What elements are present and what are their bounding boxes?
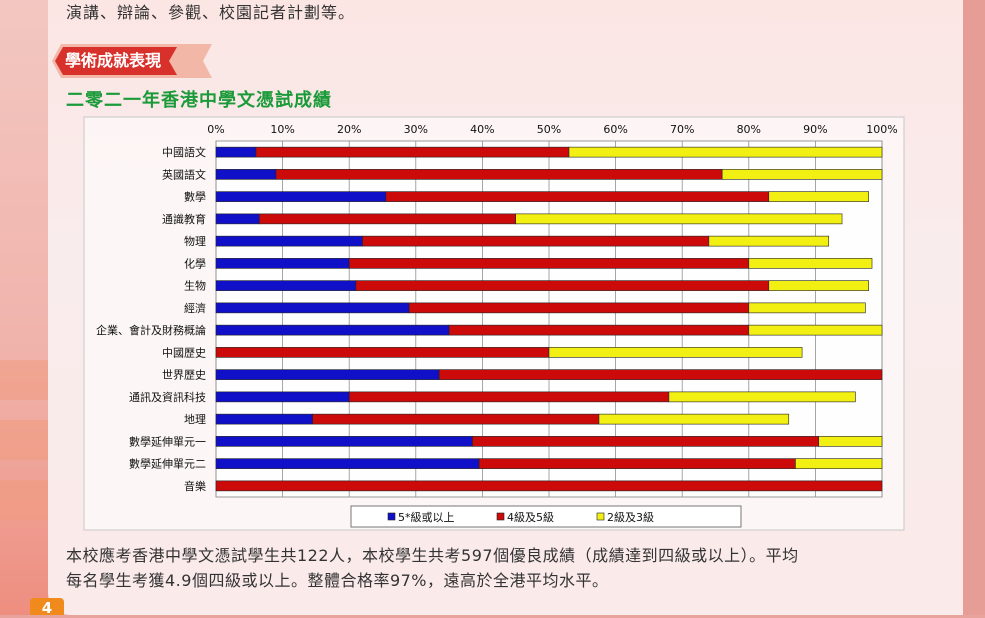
bar-segment [795, 458, 883, 469]
y-category-label: 地理 [184, 413, 206, 426]
y-category-label: 企業、會計及財務概論 [96, 323, 206, 337]
bar-segment [215, 258, 350, 269]
y-category-label: 通訊及資訊科技 [129, 390, 206, 404]
bar-segment [385, 191, 770, 202]
bar-segment [215, 280, 357, 291]
bar-segment [515, 213, 843, 225]
bar-segment [215, 413, 313, 425]
bar-segment [472, 436, 820, 447]
decor-stripe [0, 360, 55, 400]
x-tick-label: 70% [670, 123, 694, 136]
bar-segment [708, 235, 830, 247]
y-category-label: 數學延伸單元二 [129, 458, 206, 471]
bar-segment [215, 391, 350, 403]
bar-segment [548, 347, 803, 358]
legend-label: 4級及5級 [507, 511, 554, 524]
x-tick-label: 20% [337, 123, 361, 136]
summary-line-1: 本校應考香港中學文憑試學生共122人，本校學生共考597個優良成績（成績達到四級… [66, 546, 799, 565]
y-category-label: 經濟 [184, 301, 206, 315]
y-category-label: 化學 [184, 256, 206, 270]
y-category-label: 通識教育 [162, 212, 206, 226]
x-tick-label: 40% [470, 123, 494, 136]
x-tick-label: 0% [207, 123, 224, 136]
bar-segment [355, 280, 770, 291]
y-category-label: 世界歷史 [162, 369, 206, 382]
left-decoration [0, 0, 55, 615]
y-category-label: 中國語文 [162, 145, 206, 159]
bar-segment [748, 302, 866, 314]
bar-segment [215, 369, 440, 380]
bar-segment [215, 146, 257, 158]
bar-segment [748, 258, 873, 269]
y-category-label: 數學 [184, 191, 206, 204]
x-tick-label: 90% [803, 123, 827, 136]
x-tick-label: 10% [270, 123, 294, 136]
x-tick-label: 50% [537, 123, 561, 136]
x-tick-label: 60% [603, 123, 627, 136]
bar-segment [362, 235, 710, 247]
summary-paragraph: 本校應考香港中學文憑試學生共122人，本校學生共考597個優良成績（成績達到四級… [66, 543, 936, 593]
legend-swatch [496, 512, 505, 521]
bar-segment [438, 369, 883, 380]
section-tag: 學術成就表現 [55, 47, 177, 75]
bar-segment [215, 169, 277, 180]
legend-swatch [387, 512, 396, 521]
bar-segment [215, 213, 260, 225]
bar-segment [215, 324, 450, 336]
y-category-label: 數學延伸單元一 [129, 435, 206, 448]
x-tick-label: 80% [737, 123, 761, 136]
summary-line-2: 每名學生考獲4.9個四級或以上。整體合格率97%，遠高於全港平均水平。 [66, 571, 609, 590]
bar-segment [312, 413, 600, 425]
bar-segment [478, 458, 796, 469]
legend-label: 5*級或以上 [398, 511, 455, 524]
decor-stripe [0, 480, 55, 520]
bar-segment [215, 436, 473, 447]
bar-segment [215, 191, 387, 202]
bar-segment [348, 258, 750, 269]
decor-stripe [0, 420, 55, 460]
bar-segment [215, 458, 480, 469]
bar-segment [768, 280, 869, 291]
legend-box [350, 505, 742, 528]
legend-swatch [596, 512, 605, 521]
y-category-label: 生物 [184, 279, 206, 293]
x-tick-label: 30% [404, 123, 428, 136]
chart-subtitle: 二零二一年香港中學文憑試成績 [66, 90, 332, 111]
y-category-label: 中國歷史 [162, 346, 206, 359]
bar-segment [818, 436, 883, 447]
bar-segment [215, 235, 363, 247]
y-category-label: 物理 [184, 234, 206, 248]
bar-segment [215, 480, 883, 492]
bar-segment [768, 191, 869, 202]
bar-segment [408, 302, 750, 314]
y-category-label: 音樂 [184, 479, 206, 493]
page-number: 4 [30, 598, 64, 617]
bar-segment [568, 146, 883, 158]
bar-segment [275, 169, 723, 180]
x-tick-label: 100% [866, 123, 897, 136]
bar-segment [598, 413, 790, 425]
bar-segment [668, 391, 856, 403]
bar-segment [748, 324, 883, 336]
bar-segment [215, 302, 410, 314]
y-category-label: 英國語文 [162, 167, 206, 181]
bar-segment [258, 213, 517, 225]
bar-segment [721, 169, 883, 180]
legend-label: 2級及3級 [607, 511, 654, 524]
bar-segment [448, 324, 750, 336]
intro-text: 演講、辯論、參觀、校園記者計劃等。 [66, 3, 356, 22]
bar-segment [348, 391, 670, 403]
bar-segment [215, 347, 550, 358]
bar-segment [255, 146, 570, 158]
